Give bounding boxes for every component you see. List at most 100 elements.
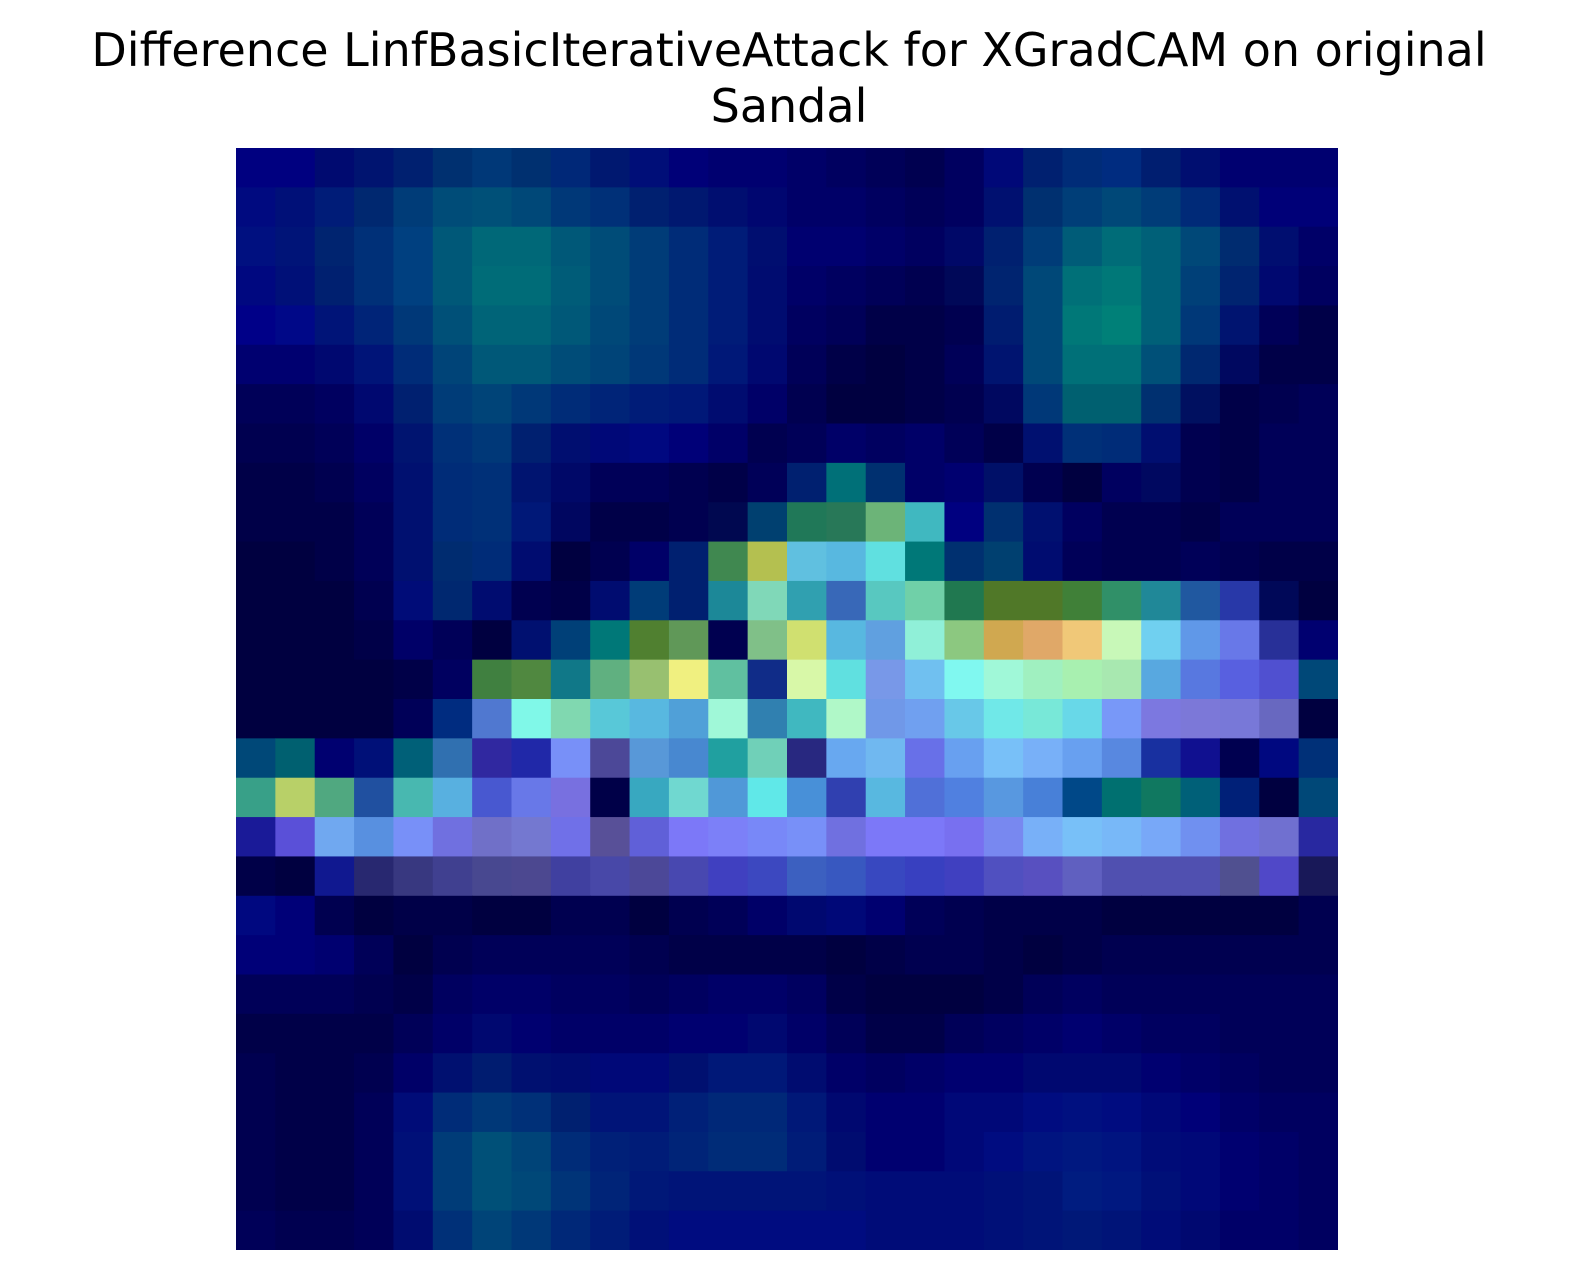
heatmap-cell-r3-c0 <box>236 266 276 307</box>
heatmap-cell-r0-c10 <box>629 148 670 188</box>
heatmap-cell-r19-c12 <box>708 895 749 936</box>
heatmap-cell-r24-c22 <box>1101 1092 1142 1133</box>
heatmap-cell-r3-c23 <box>1141 266 1182 307</box>
heatmap-cell-r23-c15 <box>826 1053 867 1094</box>
heatmap-cell-r3-c5 <box>432 266 473 307</box>
heatmap-cell-r19-c21 <box>1062 895 1103 936</box>
heatmap-cell-r24-c11 <box>668 1092 709 1133</box>
heatmap-cell-r15-c16 <box>865 738 906 779</box>
heatmap-cell-r24-c9 <box>590 1092 631 1133</box>
heatmap-cell-r17-c1 <box>275 817 316 858</box>
heatmap-cell-r9-c1 <box>275 502 316 543</box>
heatmap-cell-r24-c2 <box>314 1092 355 1133</box>
heatmap-cell-r12-c23 <box>1141 620 1182 661</box>
heatmap-cell-r9-c11 <box>668 502 709 543</box>
heatmap-cell-r15-c24 <box>1180 738 1221 779</box>
heatmap-cell-r11-c10 <box>629 580 670 621</box>
heatmap-cell-r27-c21 <box>1062 1210 1103 1250</box>
heatmap-cell-r14-c18 <box>944 699 985 739</box>
heatmap-cell-r20-c0 <box>236 935 276 976</box>
heatmap-cell-r26-c11 <box>668 1171 709 1212</box>
heatmap-cell-r12-c14 <box>787 620 827 661</box>
heatmap-cell-r22-c13 <box>747 1013 788 1054</box>
heatmap-cell-r25-c24 <box>1180 1131 1221 1172</box>
heatmap-cell-r10-c20 <box>1023 541 1064 582</box>
heatmap-cell-r22-c18 <box>944 1013 985 1054</box>
heatmap-cell-r3-c11 <box>668 266 709 307</box>
heatmap-cell-r1-c0 <box>236 187 276 228</box>
heatmap-cell-r27-c4 <box>393 1210 434 1250</box>
heatmap-cell-r12-c20 <box>1023 620 1064 661</box>
heatmap-cell-r3-c6 <box>472 266 513 307</box>
heatmap-cell-r24-c25 <box>1219 1092 1260 1133</box>
heatmap-cell-r2-c7 <box>511 226 552 267</box>
heatmap-cell-r5-c20 <box>1023 344 1064 385</box>
heatmap-cell-r18-c10 <box>629 856 670 897</box>
heatmap-cell-r8-c12 <box>708 462 749 503</box>
heatmap-cell-r24-c6 <box>472 1092 513 1133</box>
heatmap-cell-r8-c11 <box>668 462 709 503</box>
heatmap-cell-r10-c18 <box>944 541 985 582</box>
heatmap-cell-r24-c27 <box>1298 1092 1338 1133</box>
heatmap-cell-r4-c25 <box>1219 305 1260 346</box>
heatmap-cell-r22-c11 <box>668 1013 709 1054</box>
heatmap-cell-r16-c18 <box>944 777 985 818</box>
heatmap-cell-r9-c0 <box>236 502 276 543</box>
heatmap-cell-r11-c23 <box>1141 580 1182 621</box>
heatmap-cell-r0-c5 <box>432 148 473 188</box>
heatmap-cell-r18-c11 <box>668 856 709 897</box>
heatmap-cell-r2-c14 <box>787 226 827 267</box>
heatmap-cell-r11-c20 <box>1023 580 1064 621</box>
heatmap-cell-r10-c17 <box>905 541 946 582</box>
heatmap-cell-r6-c7 <box>511 384 552 425</box>
heatmap-cell-r18-c6 <box>472 856 513 897</box>
heatmap-cell-r16-c13 <box>747 777 788 818</box>
heatmap-cell-r22-c8 <box>550 1013 591 1054</box>
heatmap-cell-r1-c11 <box>668 187 709 228</box>
heatmap-cell-r24-c13 <box>747 1092 788 1133</box>
heatmap-cell-r26-c24 <box>1180 1171 1221 1212</box>
heatmap-cell-r8-c13 <box>747 462 788 503</box>
heatmap-cell-r4-c12 <box>708 305 749 346</box>
heatmap-cell-r19-c19 <box>983 895 1024 936</box>
heatmap-cell-r10-c4 <box>393 541 434 582</box>
heatmap-cell-r13-c17 <box>905 659 946 700</box>
heatmap-cell-r20-c19 <box>983 935 1024 976</box>
heatmap-cell-r23-c14 <box>787 1053 827 1094</box>
heatmap-cell-r1-c27 <box>1298 187 1338 228</box>
heatmap-cell-r13-c5 <box>432 659 473 700</box>
heatmap-cell-r24-c20 <box>1023 1092 1064 1133</box>
heatmap-cell-r7-c7 <box>511 423 552 464</box>
heatmap-cell-r12-c12 <box>708 620 749 661</box>
heatmap-cell-r14-c6 <box>472 699 513 739</box>
heatmap-cell-r12-c21 <box>1062 620 1103 661</box>
heatmap-cell-r25-c19 <box>983 1131 1024 1172</box>
heatmap-cell-r2-c2 <box>314 226 355 267</box>
heatmap-cell-r17-c14 <box>787 817 827 858</box>
heatmap-cell-r4-c7 <box>511 305 552 346</box>
heatmap-cell-r26-c17 <box>905 1171 946 1212</box>
heatmap-cell-r3-c15 <box>826 266 867 307</box>
heatmap-cell-r23-c26 <box>1259 1053 1300 1094</box>
heatmap-cell-r19-c14 <box>787 895 827 936</box>
heatmap-cell-r12-c7 <box>511 620 552 661</box>
heatmap-cell-r12-c18 <box>944 620 985 661</box>
heatmap-cell-r8-c17 <box>905 462 946 503</box>
heatmap-cell-r18-c26 <box>1259 856 1300 897</box>
heatmap-cell-r27-c22 <box>1101 1210 1142 1250</box>
heatmap-cell-r5-c0 <box>236 344 276 385</box>
heatmap-cell-r5-c13 <box>747 344 788 385</box>
heatmap-cell-r7-c9 <box>590 423 631 464</box>
heatmap-cell-r24-c5 <box>432 1092 473 1133</box>
heatmap-cell-r11-c9 <box>590 580 631 621</box>
heatmap-cell-r1-c25 <box>1219 187 1260 228</box>
heatmap-cell-r12-c9 <box>590 620 631 661</box>
heatmap-cell-r10-c19 <box>983 541 1024 582</box>
heatmap-cell-r18-c9 <box>590 856 631 897</box>
heatmap-cell-r9-c26 <box>1259 502 1300 543</box>
heatmap-cell-r7-c22 <box>1101 423 1142 464</box>
heatmap-cell-r2-c6 <box>472 226 513 267</box>
heatmap-cell-r18-c7 <box>511 856 552 897</box>
heatmap-cell-r2-c13 <box>747 226 788 267</box>
heatmap-cell-r16-c26 <box>1259 777 1300 818</box>
